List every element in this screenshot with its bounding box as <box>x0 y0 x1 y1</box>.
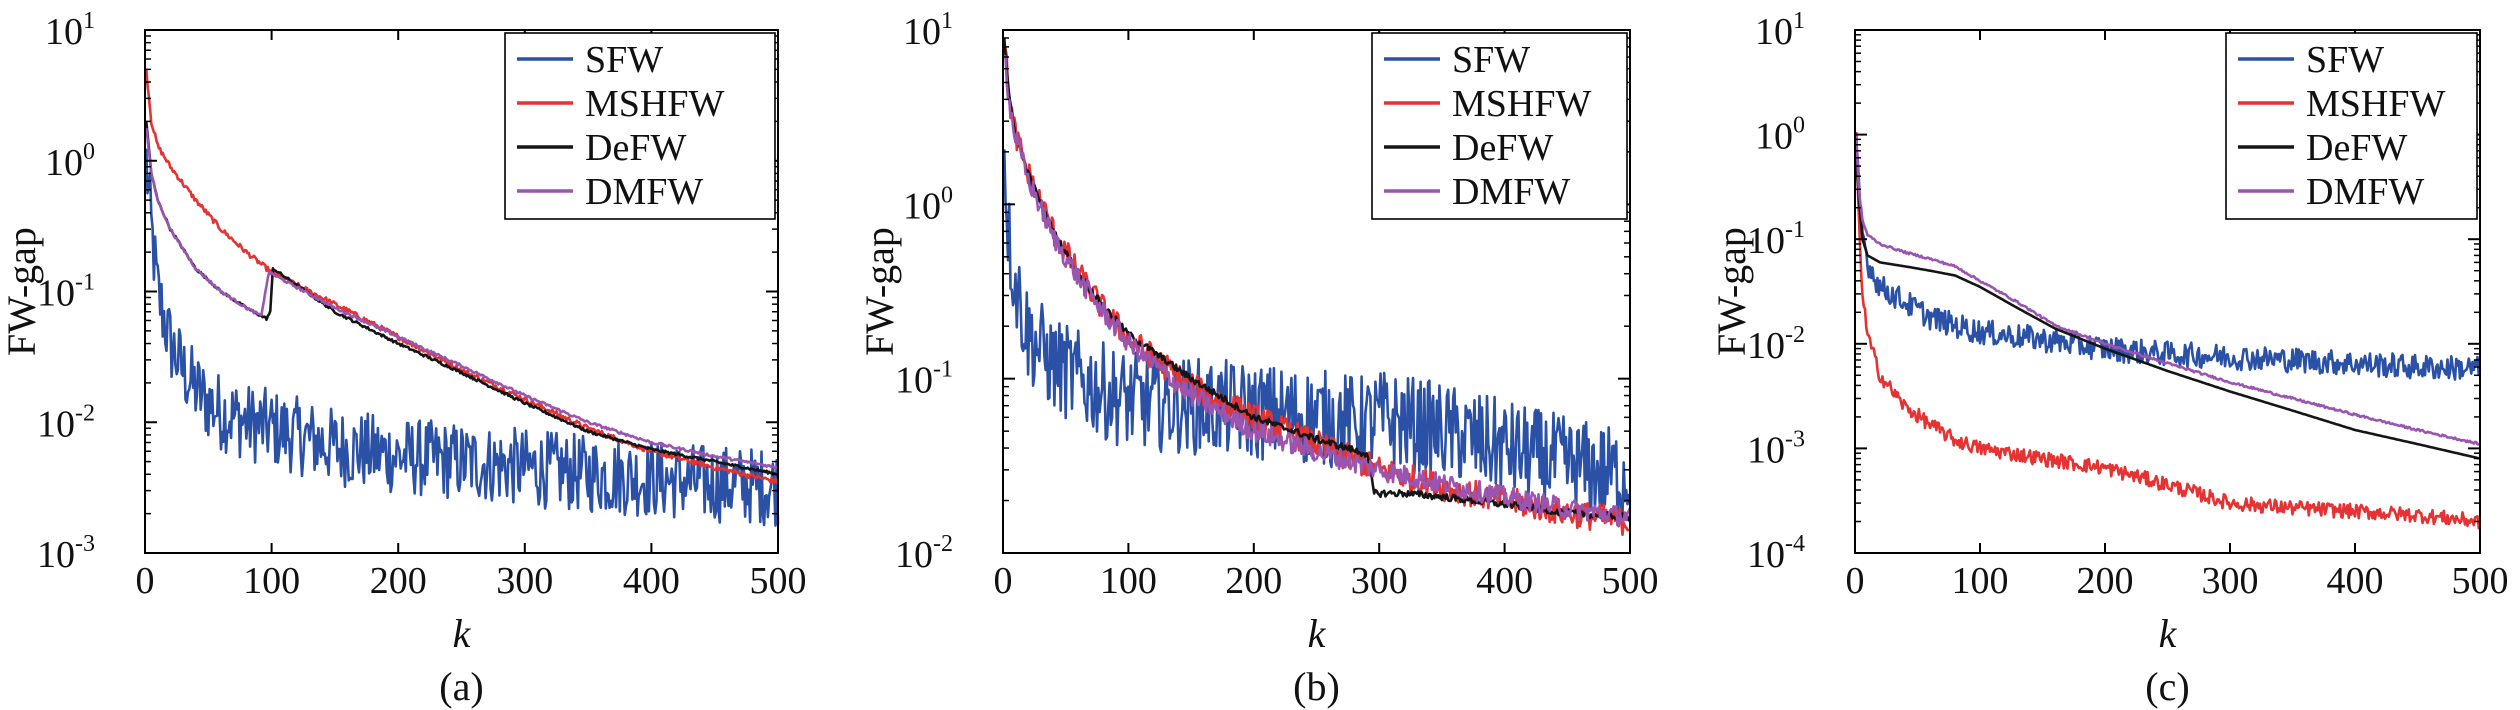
x-axis-label: k <box>2159 611 2178 656</box>
plot-frame <box>1854 29 2481 554</box>
legend-label-sfw: SFW <box>585 39 663 81</box>
legend-label-defw: DeFW <box>585 127 686 169</box>
y-tick-label: 101 <box>45 8 95 53</box>
x-axis-label: k <box>1308 611 1327 656</box>
series-line-dmfw <box>1003 54 1632 528</box>
legend-label-dmfw: DMFW <box>1452 171 1570 213</box>
panel-caption: (b) <box>1293 664 1340 709</box>
series-line-dmfw <box>1855 133 2481 446</box>
series-line-defw <box>1855 157 2481 460</box>
x-tick-label: 400 <box>623 560 680 602</box>
y-tick-label: 10-3 <box>1747 426 1805 471</box>
y-tick-label: 10-3 <box>37 531 95 576</box>
x-tick-label: 100 <box>243 560 300 602</box>
series-line-sfw <box>1003 149 1632 520</box>
x-tick-label: 300 <box>496 560 553 602</box>
panel-caption: (c) <box>2145 664 2189 709</box>
y-axis-label: FW-gap <box>1709 227 1754 356</box>
y-tick-label: 100 <box>903 182 953 227</box>
y-tick-label: 101 <box>903 8 953 53</box>
series-line-mshfw <box>1855 131 2482 530</box>
plot-frame <box>1002 29 1631 554</box>
x-tick-label: 200 <box>1225 560 1282 602</box>
x-tick-label: 300 <box>2202 560 2259 602</box>
y-tick-label: 10-1 <box>37 270 95 315</box>
x-tick-label: 100 <box>1952 560 2009 602</box>
legend-box <box>2225 32 2478 220</box>
legend-label-mshfw: MSHFW <box>2306 83 2445 125</box>
y-tick-label: 10-1 <box>895 357 953 402</box>
x-tick-label: 0 <box>994 560 1013 602</box>
series-line-sfw <box>145 148 780 527</box>
series-line-dmfw <box>145 128 779 470</box>
x-tick-label: 100 <box>1100 560 1157 602</box>
x-tick-label: 500 <box>750 560 807 602</box>
x-tick-label: 300 <box>1351 560 1408 602</box>
y-tick-label: 10-2 <box>895 531 953 576</box>
series-line-sfw <box>1855 142 2482 381</box>
legend-label-mshfw: MSHFW <box>585 83 724 125</box>
y-axis-label: FW-gap <box>0 227 44 356</box>
legend-label-dmfw: DMFW <box>585 171 703 213</box>
chart-panel-c: 0 100 200 300 400 500 101 100 10-1 10-2 10-3 10-4 k F… <box>1709 8 2509 709</box>
legend-label-dmfw: DMFW <box>2306 171 2424 213</box>
legend-box <box>1371 32 1628 220</box>
x-tick-label: 200 <box>2077 560 2134 602</box>
y-tick-label: 10-2 <box>1747 322 1805 367</box>
y-tick-label: 101 <box>1755 8 1805 53</box>
y-tick-label: 10-4 <box>1747 531 1805 576</box>
legend-label-sfw: SFW <box>2306 39 2384 81</box>
chart-panel-b: 0 100 200 300 400 500 101 100 10-1 10-2 k FW-gap (b)… <box>857 8 1659 709</box>
legend-box <box>504 32 776 220</box>
x-tick-label: 0 <box>136 560 155 602</box>
y-tick-label: 10-1 <box>1747 217 1805 262</box>
x-tick-label: 400 <box>2327 560 2384 602</box>
legend-label-defw: DeFW <box>2306 127 2407 169</box>
y-tick-label: 100 <box>45 139 95 184</box>
legend-label-defw: DeFW <box>1452 127 1553 169</box>
chart-panel-a: 0 100 200 300 400 500 101 100 10-1 10-2 10-3 k FW-ga… <box>0 8 807 709</box>
x-tick-label: 0 <box>1846 560 1865 602</box>
legend-label-sfw: SFW <box>1452 39 1530 81</box>
y-tick-label: 10-2 <box>37 400 95 445</box>
y-tick-label: 100 <box>1755 113 1805 158</box>
x-axis-label: k <box>453 611 472 656</box>
x-tick-label: 400 <box>1476 560 1533 602</box>
legend-label-mshfw: MSHFW <box>1452 83 1591 125</box>
x-tick-label: 500 <box>1602 560 1659 602</box>
panel-caption: (a) <box>439 664 483 709</box>
y-axis-label: FW-gap <box>857 227 902 356</box>
x-tick-label: 200 <box>370 560 427 602</box>
x-tick-label: 500 <box>2452 560 2509 602</box>
